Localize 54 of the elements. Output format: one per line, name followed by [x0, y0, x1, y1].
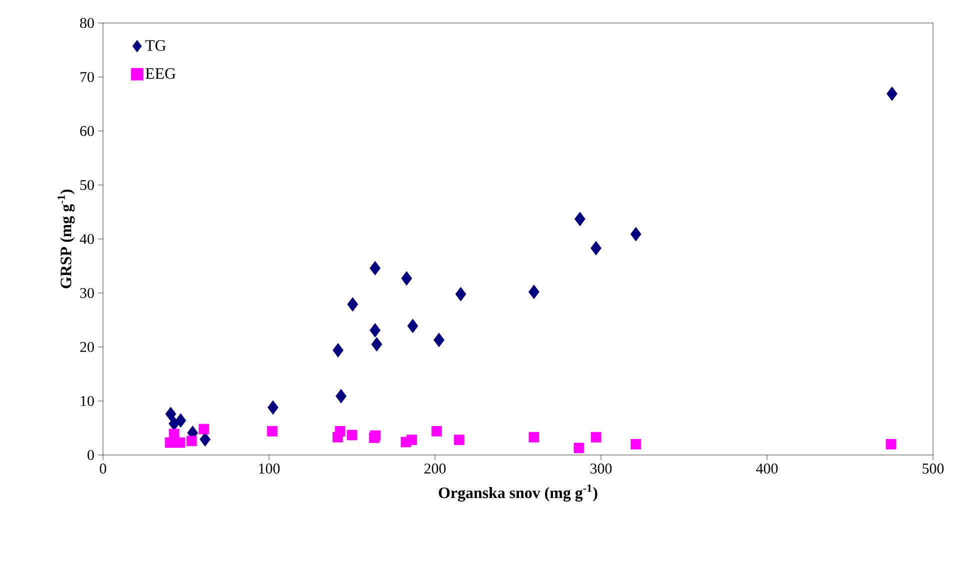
point [370, 260, 381, 276]
text: Organska snov (mg g$^{-1}$) [438, 484, 598, 502]
point [886, 86, 898, 101]
point [407, 318, 418, 334]
x-tick-label: 400 [756, 464, 778, 474]
y-tick-label: 70 [80, 72, 94, 82]
point [174, 437, 186, 448]
point [370, 430, 380, 441]
point [630, 439, 642, 450]
x-tick-label: 300 [590, 464, 612, 474]
legend-label: EEG [146, 68, 176, 79]
point [454, 434, 464, 446]
x-tick-label: 100 [259, 464, 280, 474]
point [455, 286, 466, 302]
point [186, 436, 197, 446]
point [346, 430, 358, 440]
point [590, 432, 602, 442]
x-tick-label: 200 [424, 464, 446, 474]
legend-label: TG [145, 40, 166, 51]
point [332, 343, 344, 358]
point [164, 437, 176, 448]
point [574, 212, 586, 226]
y-tick-label: 0 [88, 450, 94, 460]
x-tick-label: 500 [922, 464, 944, 474]
point [165, 406, 176, 422]
point [401, 271, 412, 286]
point [406, 434, 417, 446]
point [590, 240, 602, 256]
point [168, 416, 180, 431]
text: GRSP (mg g$^{-1}$) [58, 190, 75, 288]
point [574, 442, 584, 454]
y-tick-label: 20 [80, 342, 94, 352]
point [371, 337, 382, 352]
y-tick-label: 60 [80, 126, 94, 136]
point [332, 432, 343, 442]
point [886, 439, 896, 450]
point [198, 424, 210, 434]
point [336, 388, 346, 404]
point [347, 297, 358, 312]
point [200, 432, 211, 447]
point [528, 432, 540, 442]
point [630, 226, 642, 242]
y-tick-label: 30 [80, 288, 94, 298]
point [431, 426, 442, 436]
y-tick-label: 40 [80, 234, 94, 244]
y-tick-label: 10 [80, 396, 94, 406]
y-tick-label: 80 [80, 18, 94, 28]
point [528, 284, 540, 300]
point [268, 400, 278, 415]
y-tick-label: 50 [80, 180, 94, 190]
x-tick-label: 0 [100, 464, 106, 474]
point [266, 426, 278, 436]
point [370, 323, 381, 338]
point [434, 332, 444, 348]
